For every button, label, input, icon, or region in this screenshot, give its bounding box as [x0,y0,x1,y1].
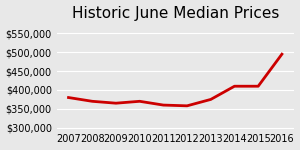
Title: Historic June Median Prices: Historic June Median Prices [71,6,279,21]
